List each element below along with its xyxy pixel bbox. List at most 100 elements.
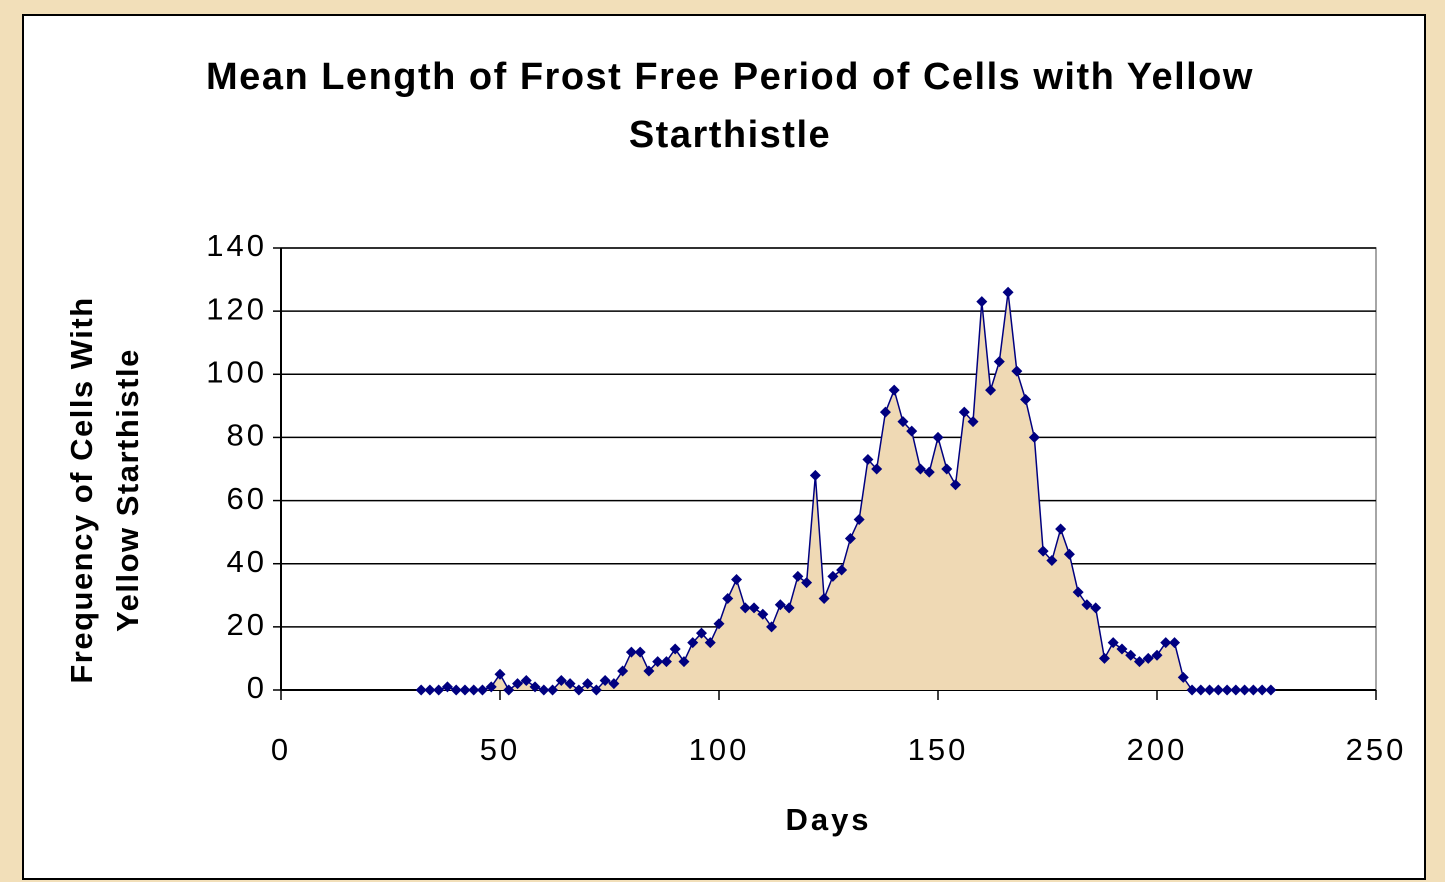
y-tick-label: 120 <box>206 291 267 326</box>
marker <box>1072 586 1084 598</box>
marker <box>993 356 1005 368</box>
marker <box>1063 548 1075 560</box>
x-tick-label: 50 <box>480 732 520 767</box>
marker <box>459 684 471 696</box>
x-tick-label: 250 <box>1346 732 1407 767</box>
marker <box>774 599 786 611</box>
marker <box>1195 684 1207 696</box>
marker <box>897 416 909 428</box>
marker <box>871 463 883 475</box>
marker <box>914 463 926 475</box>
marker <box>608 678 620 690</box>
marker <box>985 384 997 396</box>
marker <box>503 684 515 696</box>
marker <box>1160 637 1172 649</box>
marker <box>573 684 585 696</box>
marker <box>625 646 637 658</box>
marker <box>547 684 559 696</box>
marker <box>1116 643 1128 655</box>
marker <box>660 656 672 668</box>
marker <box>1142 652 1154 664</box>
marker <box>582 678 594 690</box>
marker <box>617 665 629 677</box>
y-tick-label: 60 <box>227 481 267 516</box>
marker <box>941 463 953 475</box>
marker <box>599 675 611 687</box>
marker <box>853 514 865 526</box>
marker <box>643 665 655 677</box>
marker <box>485 681 497 693</box>
marker <box>634 646 646 658</box>
marker <box>1247 684 1259 696</box>
marker <box>494 668 506 680</box>
chart-title: Mean Length of Frost Free Period of Cell… <box>206 56 1254 156</box>
marker <box>476 684 488 696</box>
marker <box>906 425 918 437</box>
y-tick-label: 80 <box>227 418 267 453</box>
marker <box>731 574 743 585</box>
marker <box>1177 671 1189 683</box>
marker <box>529 681 541 693</box>
marker <box>766 621 778 633</box>
marker <box>739 602 751 614</box>
marker <box>1239 684 1251 696</box>
marker <box>555 675 567 687</box>
marker <box>1037 545 1049 557</box>
y-tick-label: 140 <box>206 228 267 263</box>
marker <box>827 570 839 582</box>
marker <box>1212 684 1224 696</box>
marker <box>1011 365 1023 377</box>
marker <box>669 643 681 655</box>
marker <box>512 678 524 690</box>
marker <box>564 678 576 690</box>
marker <box>1221 684 1233 696</box>
x-tick-label: 200 <box>1127 732 1188 767</box>
x-tick-label: 0 <box>271 732 291 767</box>
marker <box>923 466 935 478</box>
marker <box>695 627 707 639</box>
marker <box>590 684 602 696</box>
x-tick-label: 100 <box>689 732 750 767</box>
marker <box>1046 555 1058 567</box>
marker <box>1028 431 1040 443</box>
marker <box>1125 649 1137 661</box>
marker <box>415 684 427 696</box>
x-tick-label: 150 <box>908 732 969 767</box>
marker <box>836 564 848 576</box>
y-tick-label: 20 <box>227 607 267 642</box>
marker <box>468 684 480 696</box>
x-axis-label: Days <box>785 802 871 837</box>
marker <box>433 684 445 696</box>
marker <box>1204 684 1216 696</box>
marker <box>652 656 664 668</box>
marker <box>976 296 988 308</box>
marker <box>757 608 769 620</box>
marker <box>1133 656 1145 668</box>
marker <box>801 577 813 589</box>
marker <box>1020 394 1032 406</box>
marker <box>678 656 690 668</box>
marker <box>1265 684 1277 696</box>
marker <box>713 618 725 630</box>
y-tick-label: 100 <box>206 354 267 389</box>
marker <box>818 592 830 604</box>
marker <box>958 406 970 418</box>
marker <box>538 684 550 696</box>
marker <box>1186 684 1198 696</box>
marker <box>1055 523 1067 535</box>
marker <box>1151 649 1163 661</box>
y-axis-label: Frequency of Cells With Yellow Starthist… <box>64 296 145 684</box>
marker <box>1230 684 1242 696</box>
marker <box>950 479 962 491</box>
marker <box>844 532 856 544</box>
area <box>421 292 1271 690</box>
marker <box>888 384 900 396</box>
marker <box>783 602 795 614</box>
marker <box>967 416 979 428</box>
marker <box>722 592 734 604</box>
y-tick-label: 0 <box>247 670 267 705</box>
marker <box>424 684 436 696</box>
marker <box>687 637 699 649</box>
